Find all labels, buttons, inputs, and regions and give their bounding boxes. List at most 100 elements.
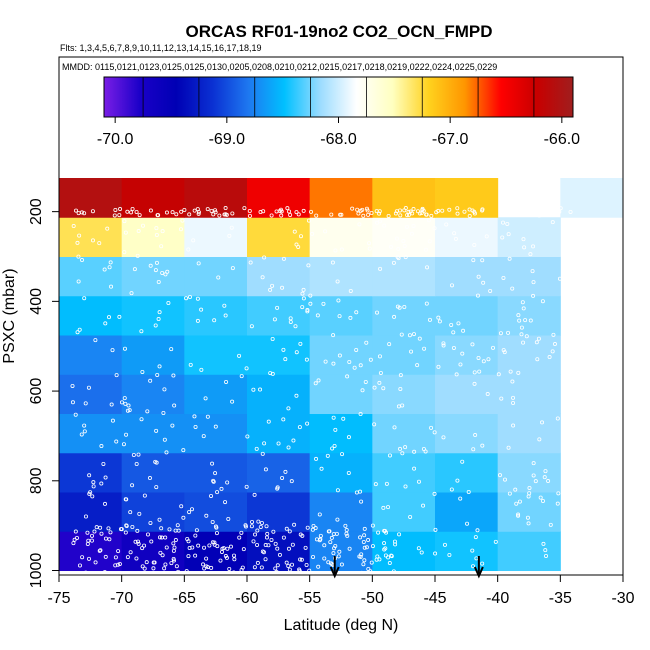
sample-point [384,530,389,535]
sample-point [250,519,255,524]
sample-point [125,209,130,214]
sample-point [162,387,167,392]
heatmap-cell [184,178,248,218]
sample-point [331,333,336,338]
heatmap-cell [121,335,185,375]
sample-point [323,359,328,364]
sample-point [164,545,169,550]
sample-point [170,423,175,428]
sample-point [272,317,277,322]
sample-point [119,400,124,405]
sample-point [511,401,516,406]
sample-point [156,317,161,322]
sample-point [473,433,478,438]
sample-point [322,543,327,548]
sample-point [432,226,437,231]
sample-point [213,210,218,215]
sample-point [193,533,198,538]
sample-point [403,445,408,450]
sample-point [93,338,98,343]
sample-point [501,220,506,225]
heatmap-cell [59,335,123,375]
sample-point [455,211,460,216]
x-tick-label: -30 [611,590,634,607]
sample-point [366,212,371,217]
sample-point [140,223,145,228]
sample-point [187,510,192,515]
sample-point [162,566,167,571]
sample-point [263,557,268,562]
sample-point [251,539,256,544]
sample-point [76,254,81,259]
sample-point [447,207,452,212]
sample-point [346,470,351,475]
sample-point [402,244,407,249]
y-tick-label: 600 [28,378,45,405]
x-tick-label: -65 [173,590,196,607]
sample-point [128,550,133,555]
sample-point [223,500,228,505]
sample-point [484,234,489,239]
heatmap-cell [184,335,248,375]
sample-point [161,411,166,416]
heatmap-cell [184,217,248,258]
sample-point [391,260,396,265]
sample-point [209,493,214,498]
sample-point [528,318,533,323]
sample-point [330,446,335,451]
sample-point [261,209,266,214]
sample-point [274,570,279,575]
sample-point [74,535,79,540]
sample-point [387,342,392,347]
sample-point [99,531,104,536]
sample-point [170,210,175,215]
heatmap-cell [247,413,311,454]
sample-point [219,549,224,554]
sample-point [436,364,441,369]
sample-point [402,305,407,310]
heatmap-cell [309,413,373,454]
sample-point [314,456,319,461]
sample-point [505,221,510,226]
sample-point [322,556,327,561]
sample-point [345,374,350,379]
sample-point [344,528,349,533]
sample-point [155,213,160,218]
sample-point [127,408,132,413]
colorbar-tick-label: -66.0 [544,131,581,148]
sample-point [366,566,371,571]
sample-point [444,222,449,227]
heatmap-cell [435,374,499,415]
sample-point [263,467,268,472]
sample-point [76,211,81,216]
sample-point [552,342,557,347]
sample-point [106,315,111,320]
sample-point [488,288,493,293]
sample-point [451,345,456,350]
sample-point [521,306,526,311]
sample-point [471,447,476,452]
sample-point [223,313,228,318]
sample-point [339,212,344,217]
sample-point [181,515,186,520]
sample-point [298,557,303,562]
sample-point [291,438,296,443]
sample-point [72,537,77,542]
sample-point [304,562,309,567]
sample-point [356,211,361,216]
sample-point [279,213,284,218]
sample-point [298,234,303,239]
sample-point [172,558,177,563]
sample-point [398,386,403,391]
sample-point [343,523,348,528]
sample-point [516,370,521,375]
sample-point [263,543,268,548]
sample-point [157,310,162,315]
sample-point [311,554,316,559]
sample-point [213,471,218,476]
sample-point [105,226,110,231]
plot-frame [58,56,624,576]
sample-point [213,208,218,213]
sample-point [195,318,200,323]
sample-point [454,372,459,377]
